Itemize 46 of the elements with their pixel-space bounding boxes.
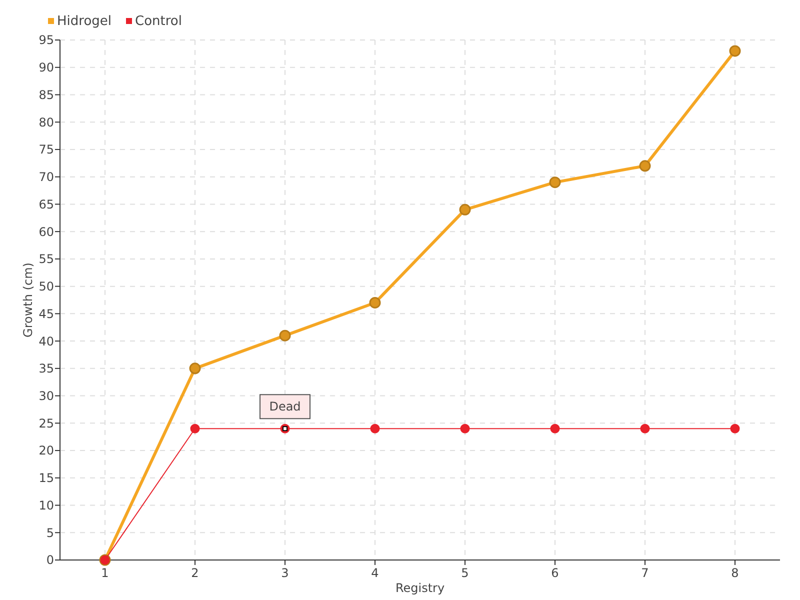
point: [729, 45, 741, 57]
x-tick-label: 7: [641, 566, 649, 580]
y-axis-title: Growth (cm): [21, 262, 35, 338]
x-tick-label: 8: [731, 566, 739, 580]
x-tick-label: 4: [371, 566, 379, 580]
point: [730, 424, 740, 434]
point: [370, 424, 380, 434]
y-tick-label: 65: [38, 197, 54, 212]
y-tick-label: 15: [38, 471, 54, 486]
point: [279, 330, 291, 342]
y-tick-label: 85: [38, 88, 54, 102]
x-tick-label: 3: [281, 566, 289, 580]
y-tick-label: 25: [38, 416, 54, 430]
x-tick-label: 5: [461, 566, 469, 580]
y-tick-label: 35: [38, 362, 54, 376]
y-tick-label: 90: [38, 60, 54, 75]
legend-label: Control: [135, 14, 182, 29]
point: [640, 424, 650, 434]
x-tick-label: 1: [101, 566, 109, 580]
point: [550, 424, 560, 434]
y-tick-label: 80: [38, 115, 54, 130]
point: [189, 362, 201, 374]
point: [459, 204, 471, 216]
y-tick-label: 70: [38, 170, 54, 184]
point: [190, 424, 200, 434]
y-tick-label: 95: [38, 33, 54, 48]
annotation: Dead: [269, 400, 301, 414]
x-axis-title: Registry: [395, 581, 445, 595]
x-tick-label: 2: [191, 566, 199, 580]
y-tick-label: 5: [46, 526, 54, 540]
point: [549, 176, 561, 188]
y-tick-label: 30: [38, 388, 54, 403]
y-tick-label: 45: [38, 306, 54, 321]
point: [460, 424, 470, 434]
y-tick-label: 50: [38, 280, 54, 294]
y-tick-label: 20: [38, 444, 54, 458]
y-tick-label: 55: [38, 252, 54, 266]
point: [369, 296, 381, 308]
y-tick-label: 10: [38, 498, 54, 512]
y-tick-label: 75: [38, 142, 54, 157]
y-tick-label: 40: [38, 334, 54, 348]
x-tick-label: 6: [551, 566, 559, 580]
legend-label: Hidrogel: [57, 14, 112, 29]
y-tick-label: 60: [38, 224, 54, 239]
point: [639, 160, 651, 172]
y-tick-label: 0: [46, 553, 54, 568]
